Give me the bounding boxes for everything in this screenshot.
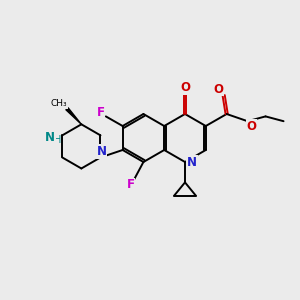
Polygon shape <box>66 108 81 124</box>
Text: H: H <box>54 135 61 146</box>
Text: O: O <box>214 83 224 96</box>
Text: N: N <box>187 155 197 169</box>
Text: O: O <box>247 120 256 133</box>
Text: F: F <box>97 106 105 119</box>
Text: N: N <box>97 145 106 158</box>
Text: F: F <box>127 178 135 191</box>
Text: CH₃: CH₃ <box>51 99 67 108</box>
Text: N: N <box>45 131 55 144</box>
Text: O: O <box>180 81 190 94</box>
